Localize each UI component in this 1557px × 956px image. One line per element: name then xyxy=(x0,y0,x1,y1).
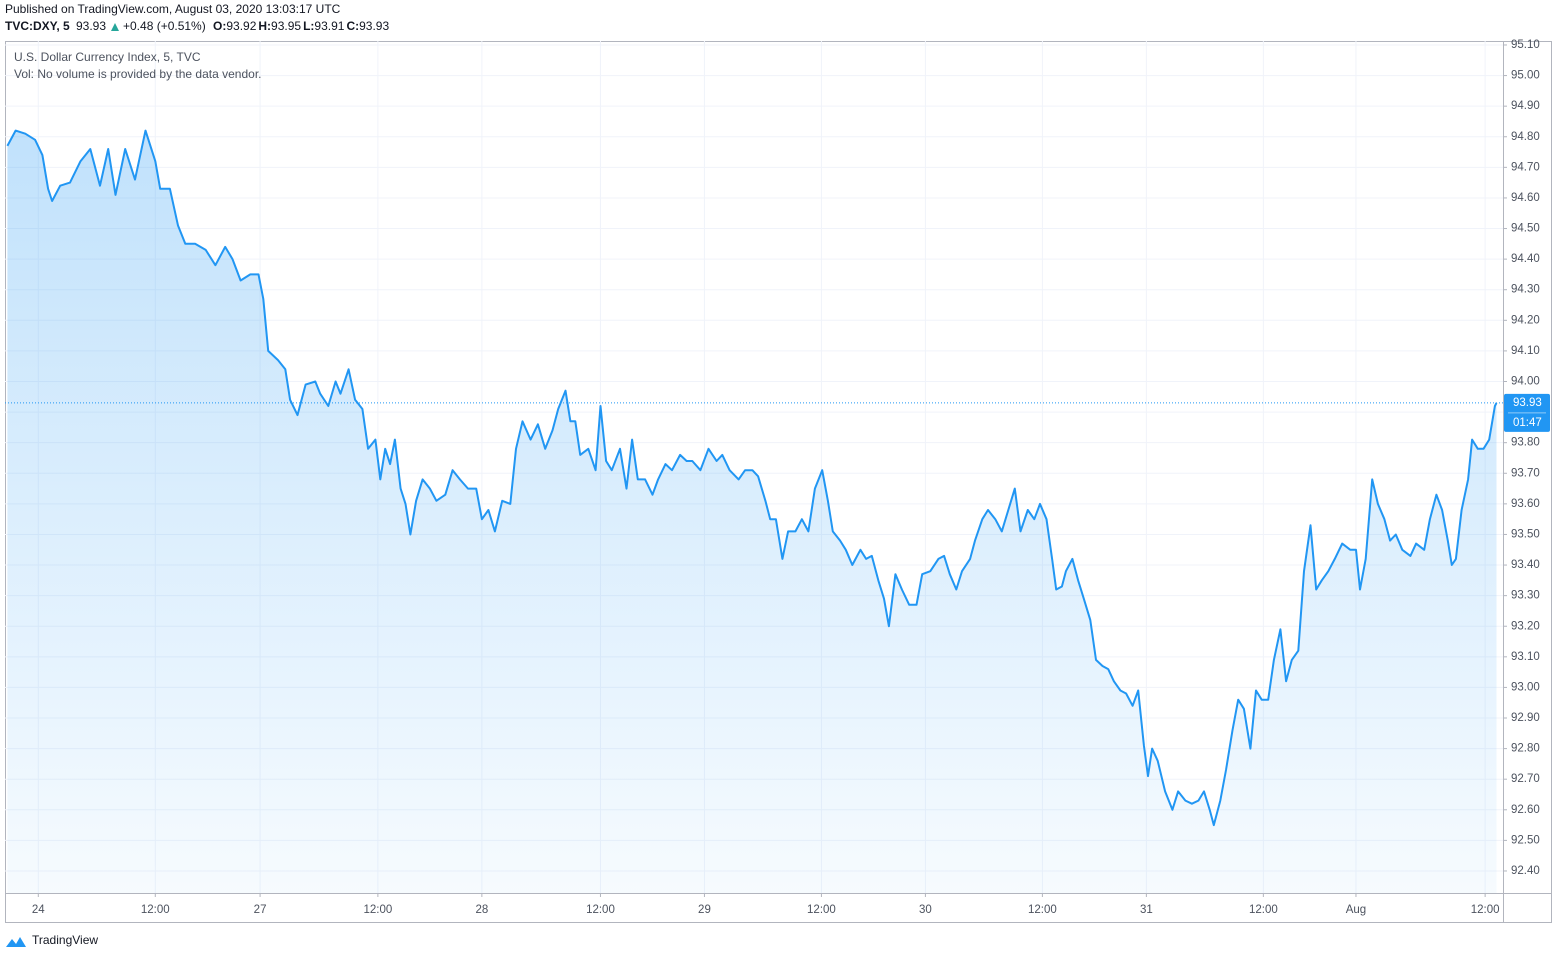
last-price-label: 93.93 xyxy=(1513,397,1542,409)
y-tick-label: 93.50 xyxy=(1511,528,1540,540)
x-tick-label: 29 xyxy=(698,904,711,916)
change: +0.48 (+0.51%) xyxy=(123,19,206,33)
ohlc-value: 93.95 xyxy=(271,19,301,33)
y-tick-label: 94.60 xyxy=(1511,192,1540,204)
chart-frame xyxy=(5,41,1552,923)
ohlc-label: H: xyxy=(258,19,271,33)
y-tick-label: 93.40 xyxy=(1511,559,1540,571)
x-tick-label: 12:00 xyxy=(1249,904,1278,916)
up-arrow xyxy=(111,23,119,31)
y-tick-label: 94.30 xyxy=(1511,284,1540,296)
x-tick-label: 30 xyxy=(919,904,932,916)
x-tick-label: 12:00 xyxy=(1471,904,1500,916)
price-line xyxy=(6,129,1498,827)
x-tick-label: 12:00 xyxy=(807,904,836,916)
area-fill xyxy=(7,130,1497,894)
x-tick-label: Aug xyxy=(1346,904,1366,916)
y-tick-label: 94.50 xyxy=(1511,223,1540,235)
y-tick-label: 93.00 xyxy=(1511,681,1540,693)
y-tick-label: 93.30 xyxy=(1511,590,1540,602)
y-tick-label: 93.20 xyxy=(1511,620,1540,632)
ohlc-label: L: xyxy=(303,19,314,33)
ohlc-value: 93.92 xyxy=(226,19,256,33)
y-tick-label: 94.10 xyxy=(1511,345,1540,357)
y-tick-label: 92.90 xyxy=(1511,712,1540,724)
y-tick-label: 95.10 xyxy=(1511,39,1540,51)
y-tick-label: 93.10 xyxy=(1511,651,1540,663)
ohlc-value: 93.93 xyxy=(359,19,389,33)
y-tick-label: 94.80 xyxy=(1511,131,1540,143)
x-tick-label: 12:00 xyxy=(141,904,170,916)
y-tick-label: 92.70 xyxy=(1511,773,1540,785)
y-tick-label: 94.90 xyxy=(1511,100,1540,112)
published-note: Published on TradingView.com, August 03,… xyxy=(5,2,341,16)
plot xyxy=(5,129,1503,894)
last-price: 93.93 xyxy=(76,19,106,33)
logo-icon xyxy=(6,937,26,947)
countdown-label: 01:47 xyxy=(1513,417,1542,429)
x-tick-label: 28 xyxy=(475,904,488,916)
y-tick-label: 94.00 xyxy=(1511,376,1540,388)
ohlc-label: C: xyxy=(346,19,359,33)
ohlc-value: 93.91 xyxy=(314,19,344,33)
footer-brand: TradingView xyxy=(32,933,98,947)
x-tick-label: 12:00 xyxy=(363,904,392,916)
y-tick-label: 92.40 xyxy=(1511,865,1540,877)
ohlc-label: O: xyxy=(213,19,226,33)
y-tick-label: 92.50 xyxy=(1511,834,1540,846)
y-tick-label: 94.70 xyxy=(1511,161,1540,173)
x-tick-label: 12:00 xyxy=(586,904,615,916)
y-tick-label: 92.60 xyxy=(1511,804,1540,816)
y-tick-label: 93.80 xyxy=(1511,437,1540,449)
symbol: TVC:DXY, 5 xyxy=(5,19,70,33)
symbol-bar: TVC:DXY, 5 93.93 +0.48 (+0.51%) O: 93.92 H… xyxy=(5,19,389,33)
x-tick-label: 31 xyxy=(1140,904,1153,916)
x-tick-label: 12:00 xyxy=(1028,904,1057,916)
y-tick-label: 93.70 xyxy=(1511,467,1540,479)
x-tick-label: 27 xyxy=(254,904,267,916)
y-tick-label: 93.60 xyxy=(1511,498,1540,510)
x-tick-label: 24 xyxy=(32,904,45,916)
y-tick-label: 92.80 xyxy=(1511,743,1540,755)
legend-entry: U.S. Dollar Currency Index, 5, TVC xyxy=(14,50,201,64)
footer-logo: TradingView xyxy=(6,933,98,947)
volume-note: Vol: No volume is provided by the data v… xyxy=(14,67,261,81)
y-tick-label: 94.40 xyxy=(1511,253,1540,265)
axes: 92.40 92.50 92.60 92.70 92.80 92.90 93.00 93.10… xyxy=(32,39,1550,916)
y-tick-label: 94.20 xyxy=(1511,314,1540,326)
y-tick-label: 95.00 xyxy=(1511,70,1540,82)
